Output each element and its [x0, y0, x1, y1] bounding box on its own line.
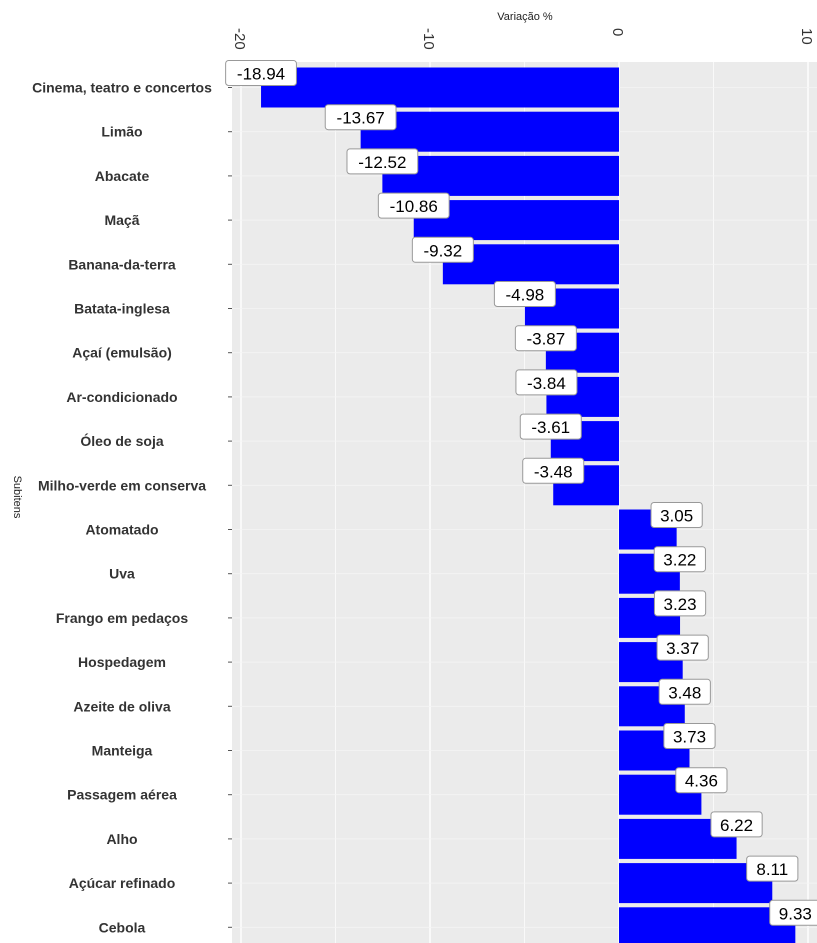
data-label: -10.86	[377, 192, 450, 219]
category-label: Alho	[106, 831, 137, 847]
category-label: Manteiga	[92, 743, 153, 759]
category-label: Ar-condicionado	[66, 389, 177, 405]
data-label: 8.11	[746, 855, 799, 882]
data-label-text: 4.36	[685, 772, 718, 791]
category-label: Batata-inglesa	[74, 301, 170, 317]
y-axis-category-labels: Cinema, teatro e concertos Limão Abacate Ma…	[32, 80, 232, 935]
data-label-box	[515, 369, 578, 396]
data-label-box	[675, 767, 728, 794]
data-label: -4.98	[493, 281, 556, 307]
data-label-box	[650, 502, 703, 528]
data-label: -3.48	[522, 457, 585, 484]
data-label: 4.36	[675, 767, 728, 794]
data-label-box	[653, 590, 707, 617]
data-label-text: 9.33	[779, 904, 812, 923]
data-label-box	[519, 413, 582, 440]
category-label: Maçã	[104, 212, 139, 228]
category-label: Atomatado	[85, 522, 158, 538]
data-label-box	[663, 723, 716, 749]
data-label-text: -13.67	[337, 109, 385, 128]
category-label: Banana-da-terra	[68, 256, 176, 272]
category-label: Uva	[109, 566, 135, 582]
x-tick-label: -20	[231, 28, 248, 50]
data-label: 3.48	[658, 678, 711, 705]
category-label: Cebola	[99, 919, 146, 935]
data-label-box	[656, 634, 709, 661]
data-label-box	[493, 281, 556, 307]
data-label-text: 3.37	[666, 639, 699, 658]
data-label: -18.94	[225, 60, 297, 86]
data-label: 3.37	[656, 634, 709, 661]
data-label-text: -18.94	[237, 65, 285, 84]
data-label-box	[653, 546, 706, 573]
data-label-box	[514, 325, 577, 352]
bar	[382, 155, 619, 196]
data-label-text: 6.22	[720, 816, 753, 835]
data-label-box	[710, 811, 763, 838]
data-label: -13.67	[324, 104, 397, 131]
category-label: Frango em pedaços	[56, 610, 188, 626]
bar	[619, 907, 796, 943]
data-label-text: 3.23	[664, 595, 697, 614]
data-labels: -18.94 -13.67 -12.52 -10.86 -9.32 -4.98 -3.87 -…	[225, 60, 817, 926]
category-label: Hospedagem	[78, 654, 166, 670]
data-label-text: 8.11	[756, 860, 788, 879]
data-label-box	[324, 104, 397, 131]
data-label-box	[225, 60, 297, 86]
data-label-text: -10.86	[390, 197, 438, 216]
category-label: Passagem aérea	[67, 787, 177, 803]
data-label-text: -3.87	[526, 330, 565, 349]
data-label-box	[522, 457, 585, 484]
data-label-box	[346, 148, 419, 175]
category-label: Azeite de oliva	[73, 698, 170, 714]
category-label: Óleo de soja	[80, 432, 163, 449]
category-label: Açúcar refinado	[69, 875, 176, 891]
data-label: 3.05	[650, 502, 703, 528]
data-label: 6.22	[710, 811, 763, 838]
data-label-text: -3.84	[527, 374, 566, 393]
category-label: Abacate	[95, 168, 150, 184]
data-label-box	[769, 899, 817, 926]
data-label: 3.22	[653, 546, 706, 573]
x-tick-label: 10	[798, 28, 815, 45]
category-label: Limão	[101, 124, 142, 140]
category-label: Cinema, teatro e concertos	[32, 80, 212, 96]
category-label: Milho-verde em conserva	[38, 477, 206, 493]
bars	[261, 67, 796, 943]
data-label-box	[377, 192, 450, 219]
data-label: 3.23	[653, 590, 707, 617]
data-label: -12.52	[346, 148, 419, 175]
bar	[261, 67, 619, 108]
x-tick-label: 0	[609, 28, 626, 36]
bar	[360, 111, 619, 152]
data-label: 9.33	[769, 899, 817, 926]
data-label-box	[411, 236, 474, 263]
data-label: 3.73	[663, 723, 716, 749]
y-axis-title: Subitens	[11, 476, 23, 519]
data-label-text: 3.22	[663, 551, 696, 570]
data-label: -3.87	[514, 325, 577, 352]
data-label-text: -3.61	[531, 418, 570, 437]
data-label-text: -9.32	[423, 241, 462, 260]
data-label: -9.32	[411, 236, 474, 263]
data-label: -3.84	[515, 369, 578, 396]
x-axis-title: Variação %	[497, 11, 553, 23]
category-label: Açaí (emulsão)	[72, 345, 172, 361]
x-axis-ticks: -20 -10 0 10	[231, 28, 815, 50]
data-label: -3.61	[519, 413, 582, 440]
data-label-box	[658, 678, 711, 705]
data-label-text: -4.98	[506, 286, 545, 305]
data-label-text: -12.52	[358, 153, 406, 172]
data-label-box	[746, 855, 799, 882]
data-label-text: 3.48	[668, 683, 701, 702]
data-label-text: 3.05	[660, 507, 693, 526]
x-tick-label: -10	[420, 28, 437, 50]
data-label-text: -3.48	[534, 462, 573, 481]
data-label-text: 3.73	[673, 728, 706, 747]
